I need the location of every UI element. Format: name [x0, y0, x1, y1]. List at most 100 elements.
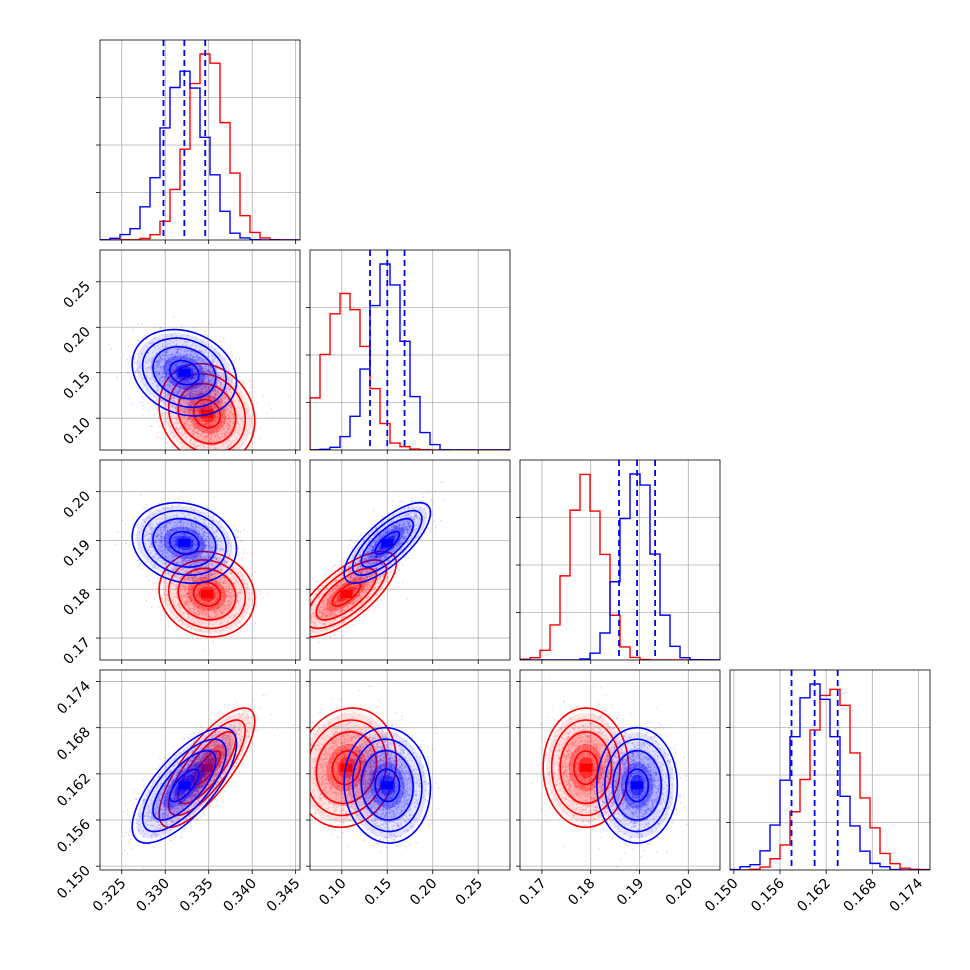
y-tick-label: 0.168	[54, 724, 94, 764]
scatter-panel-2-3	[306, 459, 511, 664]
panel-frame	[519, 459, 721, 661]
contour-series-1-level-3	[177, 382, 237, 445]
y-tick-label: 0.17	[60, 635, 93, 668]
contour-series-1-level-2	[167, 372, 247, 450]
contour-series-2-level-3	[152, 749, 217, 821]
x-tick-label: 0.15	[362, 876, 395, 909]
x-tick-labels-param-4: 0.150 0.156 0.162 0.168 0.174	[702, 875, 926, 915]
contour-series-1-level-3	[177, 567, 237, 621]
y-tick-label: 0.10	[60, 415, 93, 448]
x-tick-label: 0.340	[220, 876, 260, 916]
x-tick-label: 0.19	[614, 876, 647, 909]
scatter-panel-2-4	[306, 669, 511, 874]
density-peak-series-2	[178, 781, 191, 790]
y-tick-label: 0.25	[60, 278, 93, 311]
panel-frame	[519, 669, 721, 871]
sample-points-series-2	[321, 711, 440, 853]
x-tick-label: 0.18	[565, 876, 598, 909]
density-peak-series-1	[200, 763, 213, 772]
contour-series-1-level-3	[315, 731, 378, 805]
diag-panel-4	[726, 669, 931, 874]
contour-series-2-level-4	[374, 530, 401, 555]
density-peak-series-2	[178, 368, 191, 377]
x-tick-label: 0.20	[663, 876, 696, 909]
y-tick-label: 0.18	[60, 586, 93, 619]
contour-series-1-level-4	[573, 750, 599, 786]
density-peak-series-2	[631, 781, 644, 790]
histogram-series-2	[520, 473, 720, 660]
y-tick-label: 0.162	[54, 770, 94, 810]
contour-series-1-level-1	[542, 707, 630, 829]
contour-series-2-level-2	[141, 738, 227, 833]
contour-series-2-level-1	[596, 726, 679, 844]
density-peak-series-1	[340, 590, 353, 599]
x-tick-label: 0.335	[177, 876, 217, 916]
contour-series-1-level-1	[310, 550, 398, 638]
panel-frame	[309, 669, 511, 871]
panel-frame	[99, 459, 301, 661]
y-tick-label: 0.20	[60, 488, 93, 521]
contour-series-2-level-1	[131, 726, 238, 844]
contour-series-1-level-4	[192, 398, 222, 429]
contour-series-2-level-2	[141, 337, 227, 409]
contour-series-1-level-3	[559, 731, 613, 805]
y-tick-label: 0.156	[54, 816, 94, 856]
density-peak-series-2	[381, 781, 394, 790]
y-tick-labels-param-4: 0.150 0.156 0.162 0.168 0.174	[54, 678, 94, 902]
contour-series-2-level-1	[343, 726, 432, 844]
histogram-series-2	[310, 263, 510, 450]
diag-panel-3	[516, 459, 721, 664]
y-tick-label: 0.20	[60, 324, 93, 357]
panel-frame	[99, 669, 301, 871]
density-peak-series-1	[579, 763, 592, 772]
contour-series-2-level-1	[131, 328, 238, 417]
histogram-series-1	[310, 292, 510, 450]
x-tick-label: 0.150	[702, 876, 742, 916]
scatter-panel-3-4	[516, 669, 721, 874]
x-tick-label: 0.17	[516, 876, 549, 909]
contour-series-2-level-1	[131, 501, 238, 584]
contour-series-2-level-3	[360, 749, 414, 821]
contour-series-2-level-2	[141, 509, 227, 576]
density-peak-series-2	[381, 538, 394, 547]
y-tick-labels-param-3: 0.17 0.18 0.19 0.20	[60, 488, 93, 668]
scatter-panel-1-2	[96, 249, 301, 454]
y-tick-label: 0.174	[54, 678, 94, 718]
x-tick-labels-param-1: 0.325 0.330 0.335 0.340 0.345	[90, 876, 304, 916]
x-tick-labels-param-2: 0.10 0.15 0.20 0.25	[316, 876, 486, 909]
contour-series-2-level-2	[351, 738, 423, 833]
y-tick-label: 0.15	[60, 369, 93, 402]
panel-frame	[99, 39, 301, 241]
contour-series-1-level-2	[310, 559, 388, 630]
panel-frame	[99, 249, 301, 451]
panel-frame	[729, 669, 931, 871]
y-tick-labels-param-2: 0.10 0.15 0.20 0.25	[60, 278, 93, 448]
histogram-series-1	[520, 473, 720, 660]
contour-series-2-level-3	[360, 517, 414, 568]
contour-series-2-level-4	[168, 359, 200, 386]
scatter-panel-1-4	[96, 669, 301, 874]
x-tick-label: 0.162	[794, 876, 834, 916]
x-tick-label: 0.174	[887, 875, 927, 915]
contour-series-2-level-2	[351, 509, 423, 576]
y-tick-label: 0.19	[60, 537, 93, 570]
contour-series-1-level-1	[158, 707, 256, 829]
contour-series-1-level-4	[192, 581, 222, 607]
density-peak-series-1	[340, 763, 353, 772]
histogram-series-1	[730, 688, 930, 870]
contour-series-2-level-4	[168, 768, 200, 803]
contour-series-2-level-4	[625, 768, 650, 803]
x-tick-label: 0.20	[407, 876, 440, 909]
contour-series-2-level-4	[168, 530, 200, 555]
histogram-series-2	[100, 70, 300, 240]
x-tick-label: 0.168	[840, 876, 880, 916]
contour-series-2-level-4	[374, 768, 401, 803]
contour-series-2-level-3	[152, 517, 217, 568]
contour-series-1-level-2	[550, 719, 621, 817]
scatter-panel-1-3	[96, 459, 301, 664]
histogram-series-1	[100, 53, 300, 240]
density-peak-series-1	[200, 590, 213, 599]
contour-series-2-level-1	[343, 501, 432, 584]
contour-series-2-level-3	[152, 346, 217, 400]
